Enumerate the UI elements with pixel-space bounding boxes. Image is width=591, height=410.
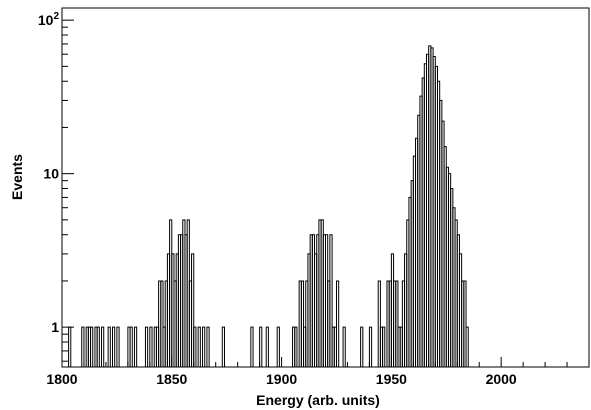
histogram-bin (160, 280, 164, 367)
histogram-bin (193, 326, 197, 367)
x-tick-label: 1950 (376, 371, 407, 387)
histogram-bin (335, 280, 340, 367)
histogram-bars (68, 45, 469, 367)
histogram-bin (377, 280, 381, 367)
histogram-bin (360, 326, 364, 367)
histogram-bin (368, 326, 373, 367)
histogram-bin (382, 326, 386, 367)
histogram-bin (149, 326, 153, 367)
histogram-bin (465, 326, 469, 367)
y-axis-ticks: 1 10 102 (38, 11, 74, 362)
y-tick-label: 102 (38, 11, 60, 28)
x-tick-label: 2000 (486, 371, 517, 387)
histogram-bin (463, 280, 467, 367)
histogram-bin (294, 326, 298, 367)
x-tick-label: 1850 (156, 371, 187, 387)
x-axis-ticks: 1800 1850 1900 1950 2000 (46, 357, 590, 387)
histogram-bin (116, 326, 120, 367)
histogram-bin (90, 326, 94, 367)
histogram-bin (202, 326, 206, 367)
histogram-bin (144, 326, 149, 367)
histogram-bin (101, 326, 105, 367)
y-tick-label: 1 (51, 319, 59, 335)
histogram-bin (112, 326, 116, 367)
histogram-bin (276, 326, 280, 367)
x-tick-label: 1900 (266, 371, 297, 387)
histogram-bin (81, 326, 85, 367)
histogram-bin (133, 326, 138, 367)
histogram-bin (96, 326, 100, 367)
histogram-bin (129, 326, 133, 367)
histogram-bin (206, 326, 210, 367)
y-axis-label: Events (9, 154, 25, 200)
histogram-bin (342, 326, 346, 367)
histogram-bin (329, 234, 333, 367)
histogram-bin (191, 253, 195, 367)
histogram-bin (395, 280, 399, 367)
histogram-bin (250, 326, 254, 367)
y-tick-label: 10 (43, 166, 59, 182)
histogram-bin (221, 326, 225, 367)
histogram-bin (197, 326, 201, 367)
x-tick-label: 1800 (46, 371, 77, 387)
histogram-bin (265, 326, 269, 367)
x-axis-label: Energy (arb. units) (256, 392, 380, 408)
histogram-bin (259, 326, 263, 367)
histogram-bin (107, 326, 111, 367)
histogram-bin (300, 280, 305, 367)
